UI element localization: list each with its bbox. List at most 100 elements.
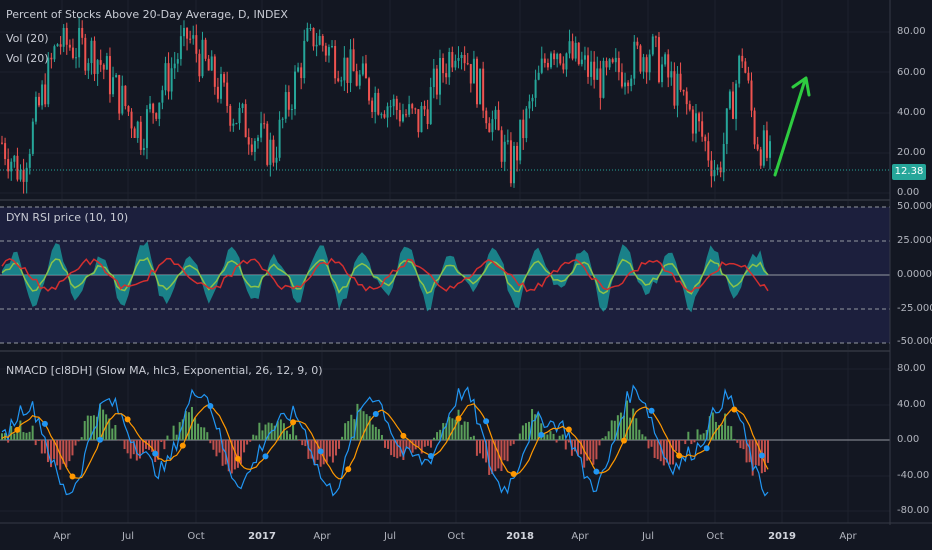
dyn-rsi-title[interactable]: DYN RSI price (10, 10) (6, 211, 129, 224)
candle-body (226, 82, 229, 106)
candle-body (300, 67, 303, 79)
candle-body (349, 49, 352, 83)
candle-body (769, 141, 771, 158)
candle-body (13, 155, 16, 162)
macd-histogram-bar (482, 440, 485, 459)
candle-body (346, 57, 349, 83)
crossover-dot (676, 452, 683, 459)
macd-histogram-bar (25, 432, 28, 440)
macd-histogram-bar (500, 440, 503, 471)
volume-indicator-label-1[interactable]: Vol (20) (6, 32, 49, 45)
candle-body (602, 60, 605, 98)
candle-body (192, 35, 195, 39)
candle-body (56, 44, 59, 47)
candle-body (577, 42, 580, 65)
candle-body (534, 79, 537, 98)
candle-body (546, 62, 549, 68)
macd-histogram-bar (662, 440, 665, 466)
candle-body (503, 141, 506, 162)
candle-body (398, 110, 401, 122)
candle-body (565, 53, 568, 70)
macd-histogram-bar (672, 440, 675, 465)
macd-histogram-bar (102, 409, 105, 440)
macd-histogram-bar (7, 440, 10, 443)
candle-body (593, 61, 596, 80)
candle-body (513, 145, 515, 184)
candle-body (244, 104, 247, 138)
candle-body (269, 139, 272, 165)
macd-histogram-bar (604, 436, 607, 440)
macd-histogram-bar (246, 440, 249, 445)
candle-body (676, 73, 679, 106)
candle-body (53, 46, 56, 60)
crossover-dot (262, 453, 269, 460)
y-tick-label: 0.00 (897, 434, 920, 445)
macd-histogram-bar (169, 439, 172, 440)
candle-body (454, 60, 457, 68)
volume-indicator-label-2[interactable]: Vol (20) (6, 52, 49, 65)
candle-body (31, 121, 34, 154)
candle-body (611, 59, 614, 63)
macd-histogram-bar (558, 435, 561, 440)
macd-histogram-bar (466, 421, 469, 440)
crossover-dot (207, 403, 214, 410)
macd-histogram-bar (433, 437, 436, 440)
nmacd-title[interactable]: NMACD [cl8DH] (Slow MA, hlc3, Exponentia… (6, 364, 323, 377)
candle-body (423, 105, 426, 110)
macd-histogram-bar (95, 416, 98, 440)
macd-histogram-bar (638, 429, 641, 440)
candle-body (654, 36, 657, 38)
macd-histogram-bar (252, 434, 255, 440)
x-tick-label: Jul (383, 531, 397, 542)
candle-body (735, 83, 738, 119)
candle-body (164, 63, 167, 91)
y-tick-label: 60.00 (897, 67, 926, 78)
macd-histogram-bar (230, 440, 233, 474)
macd-line (1, 384, 769, 497)
macd-histogram-bar (659, 440, 662, 462)
macd-histogram-bar (56, 440, 59, 466)
macd-histogram-bar (203, 427, 206, 440)
candle-body (75, 57, 78, 59)
candle-body (161, 90, 164, 103)
candle-body (355, 71, 358, 86)
macd-histogram-bar (255, 435, 258, 440)
candle-body (516, 145, 519, 161)
candle-body (287, 92, 290, 110)
candle-body (145, 109, 148, 148)
candle-body (509, 140, 512, 184)
candle-body (41, 84, 44, 106)
macd-histogram-bar (40, 440, 43, 454)
macd-histogram-bar (172, 425, 175, 440)
candle-body (559, 53, 562, 64)
macd-histogram-bar (546, 434, 549, 440)
candle-body (664, 54, 667, 65)
candle-body (136, 121, 139, 138)
macd-histogram-bar (690, 440, 693, 445)
candle-body (50, 57, 53, 60)
candle-body (525, 108, 528, 139)
candle-body (121, 85, 124, 114)
candle-body (303, 40, 306, 79)
candle-body (189, 38, 192, 40)
macd-histogram-bar (334, 440, 337, 456)
candle-body (553, 53, 556, 60)
y-tick-label: 40.00 (897, 399, 926, 410)
candle-body (198, 53, 201, 77)
macd-histogram-bar (356, 403, 359, 440)
candle-body (590, 61, 593, 77)
macd-histogram-bar (736, 440, 739, 443)
candle-body (324, 45, 327, 56)
macd-histogram-bar (328, 440, 331, 457)
macd-histogram-bar (721, 424, 724, 440)
candle-body (420, 105, 423, 133)
y-tick-label: 80.00 (897, 363, 926, 374)
main-chart-title[interactable]: Percent of Stocks Above 20-Day Average, … (6, 8, 288, 21)
rsi-area (2, 241, 768, 313)
candle-body (334, 46, 337, 79)
x-tick-label: 2019 (768, 531, 796, 542)
candle-body (639, 45, 642, 72)
macd-histogram-bar (114, 425, 117, 440)
macd-histogram-bar (71, 440, 74, 456)
